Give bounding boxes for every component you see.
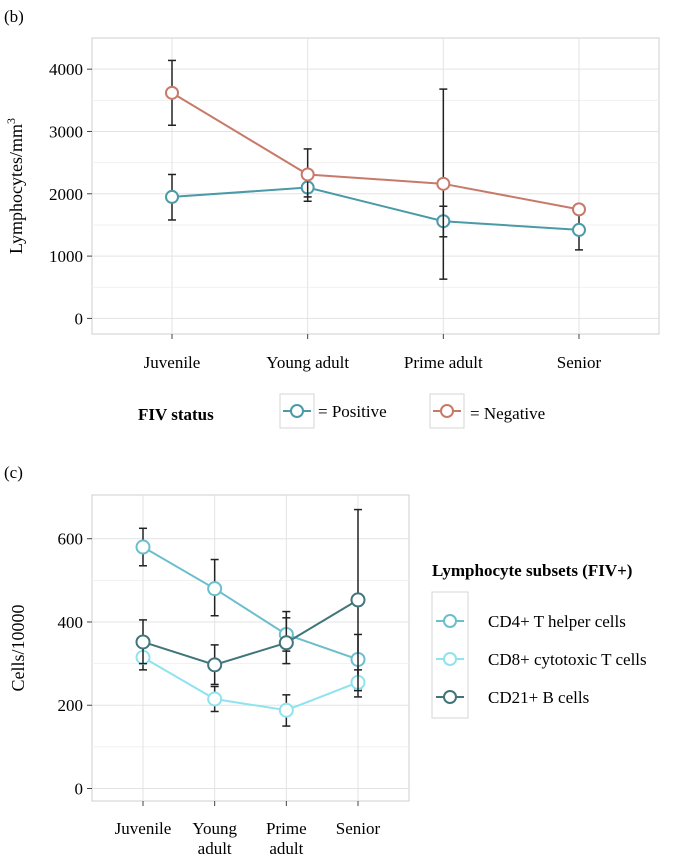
- y-tick-label: 2000: [49, 185, 83, 204]
- legend-label-cd21-b-cells: CD21+ B cells: [488, 688, 589, 707]
- data-point-negative: [165, 85, 179, 100]
- x-tick-label: Prime: [266, 819, 307, 838]
- x-tick-label: adult: [198, 839, 232, 858]
- legend-label-cd8-cytotoxic-t-cells: CD8+ cytotoxic T cells: [488, 650, 647, 669]
- data-point-cd21-b-cells: [278, 635, 294, 651]
- x-tick-label: Senior: [336, 819, 381, 838]
- data-point-negative: [300, 167, 315, 182]
- x-tick-label: Juvenile: [144, 353, 201, 372]
- legend-marker-negative: [440, 404, 454, 418]
- y-tick-label: 0: [75, 309, 84, 328]
- panel-b-series: [165, 59, 586, 280]
- panel-c-y-axis-label: Cells/10000: [8, 604, 28, 691]
- panel-c-legend-title: Lymphocyte subsets (FIV+): [432, 561, 632, 580]
- data-point-positive: [165, 189, 179, 204]
- legend-marker-cd4-t-helper-cells: [443, 614, 457, 628]
- data-point-negative: [436, 176, 451, 191]
- series-line-positive: [171, 186, 580, 231]
- y-tick-label: 3000: [49, 122, 83, 141]
- y-tick-label: 200: [58, 696, 84, 715]
- x-tick-label: Senior: [557, 353, 602, 372]
- panel-c-legend: CD4+ T helper cells CD8+ cytotoxic T cell…: [431, 591, 647, 719]
- y-tick-label: 1000: [49, 247, 83, 266]
- legend-item-negative: = Negative: [429, 393, 545, 429]
- legend-item-positive: = Positive: [279, 393, 387, 429]
- panel-b-y-axis-label: Lymphocytes/mm3: [4, 118, 26, 254]
- x-tick-label: Prime adult: [404, 353, 483, 372]
- x-tick-label: Young: [192, 819, 237, 838]
- data-point-cd21-b-cells: [350, 592, 366, 608]
- x-tick-label: adult: [269, 839, 303, 858]
- panel-c-y-ticks: 0 200 400 600: [58, 530, 92, 799]
- panel-c-series: [135, 508, 366, 727]
- data-point-positive: [572, 222, 586, 237]
- panel-b-chart: (b) 0 1000 2000 3000 4000 Juvenile Young adul…: [4, 7, 660, 429]
- panel-b-label: (b): [4, 7, 24, 26]
- panel-c-label: (c): [4, 463, 23, 482]
- legend-label-positive: = Positive: [318, 402, 387, 421]
- legend-label-cd4-t-helper-cells: CD4+ T helper cells: [488, 612, 626, 631]
- data-point-cd8-cytotoxic-t-cells: [278, 702, 294, 718]
- data-point-cd4-t-helper-cells: [135, 539, 151, 555]
- panel-b-plot-area: [91, 37, 660, 335]
- data-point-cd21-b-cells: [207, 657, 223, 673]
- legend-marker-cd21-b-cells: [443, 690, 457, 704]
- x-tick-label: Young adult: [266, 353, 349, 372]
- panel-b-y-ticks: 0 1000 2000 3000 4000: [49, 60, 92, 328]
- data-point-negative: [572, 202, 586, 217]
- panel-b-gridlines: [92, 38, 659, 334]
- y-tick-label: 4000: [49, 60, 83, 79]
- legend-marker-cd8-cytotoxic-t-cells: [443, 652, 457, 666]
- panel-b-legend-title: FIV status: [138, 405, 214, 424]
- series-line-negative: [171, 91, 580, 211]
- legend-marker-positive: [290, 404, 304, 418]
- series-line-cd8-cytotoxic-t-cells: [142, 656, 359, 712]
- legend-label-negative: = Negative: [470, 404, 545, 423]
- data-point-cd8-cytotoxic-t-cells: [207, 691, 223, 707]
- series-line-cd21-b-cells: [142, 599, 359, 666]
- data-point-cd21-b-cells: [135, 634, 151, 650]
- x-tick-label: Juvenile: [115, 819, 172, 838]
- data-point-cd4-t-helper-cells: [207, 581, 223, 597]
- y-tick-label: 400: [58, 613, 84, 632]
- y-tick-label: 600: [58, 530, 84, 549]
- panel-b-x-ticks: Juvenile Young adult Prime adult Senior: [144, 334, 602, 372]
- series-line-cd4-t-helper-cells: [142, 546, 359, 661]
- y-tick-label: 0: [75, 780, 84, 799]
